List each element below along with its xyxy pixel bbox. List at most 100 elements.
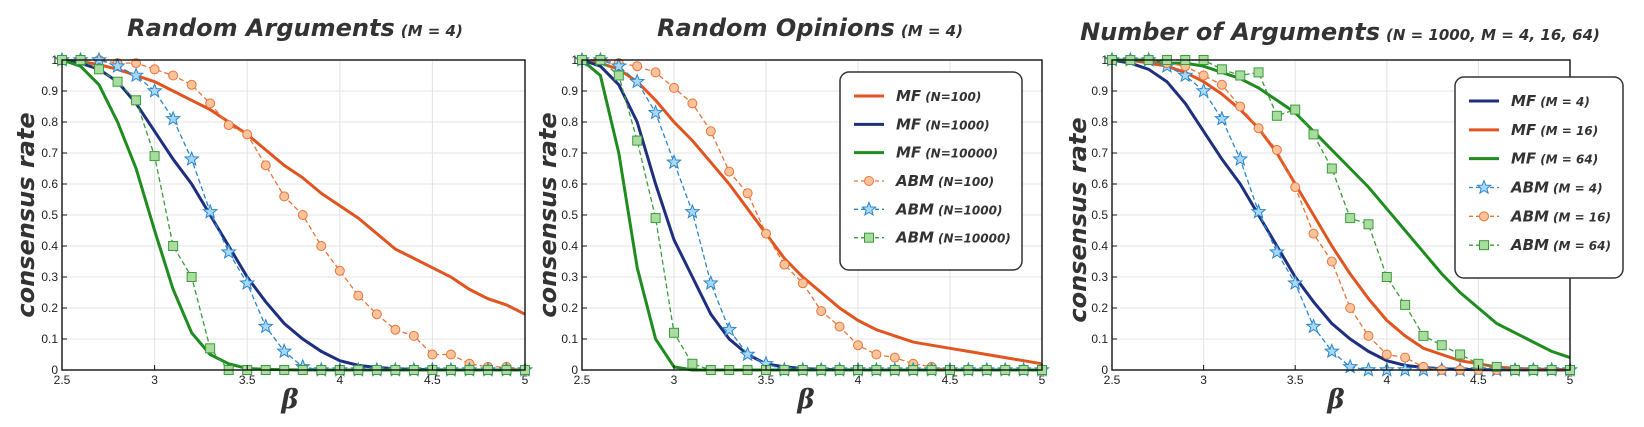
chart-panel-2: 2.5 3 3.5 4 4.5 5 0 0.1 0.2 0.3 0.4 0.5 0.6 0.7 0.8 0.9… — [534, 14, 1050, 415]
legend-label: ABM (M = 16) — [1510, 207, 1611, 225]
data-point — [165, 110, 182, 126]
legend-swatch-marker — [861, 200, 877, 217]
data-point — [239, 274, 256, 290]
data-point — [816, 306, 827, 317]
legend-entry-2: MF (N=1000) — [854, 115, 990, 133]
data-point — [149, 64, 160, 75]
data-point — [260, 160, 271, 171]
data-point — [629, 73, 646, 89]
x-axis-label: β — [280, 385, 298, 415]
legend-label: ABM (N=1000) — [895, 200, 1002, 218]
legend-label-main: ABM — [895, 229, 934, 247]
chart-title-main: Random Arguments — [127, 14, 395, 42]
legend-box — [1454, 76, 1624, 279]
data-point — [1308, 129, 1319, 140]
y-tick-label: 0 — [571, 363, 578, 377]
x-tick-label: 5 — [522, 373, 529, 387]
y-tick-label: 0.1 — [561, 332, 578, 346]
y-tick-label: 1 — [1101, 53, 1108, 67]
data-point — [112, 76, 123, 87]
legend-entry-6: ABM (N=10000) — [854, 229, 1011, 247]
legend-entry-4: ABM (M = 4) — [1469, 179, 1603, 197]
x-tick-label: 3 — [1200, 373, 1207, 387]
chart-subtitle: (M = 4) — [401, 22, 463, 40]
y-tick-label: 0.5 — [1091, 208, 1108, 222]
data-point — [1418, 330, 1429, 341]
data-point — [632, 135, 643, 146]
legend-entry-1: MF (N=100) — [854, 87, 981, 105]
legend-swatch-marker — [1479, 211, 1489, 222]
legend-label-main: ABM — [895, 200, 934, 218]
x-tick-label: 4.5 — [942, 373, 959, 387]
y-tick-label: 0.7 — [561, 146, 578, 160]
data-point — [1323, 343, 1340, 359]
data-point — [1345, 213, 1356, 224]
data-point — [702, 274, 719, 290]
x-tick-label: 4 — [855, 373, 862, 387]
data-point — [871, 349, 882, 360]
data-point — [687, 98, 698, 109]
legend-label: MF (N=10000) — [896, 144, 998, 162]
x-tick-label: 3 — [151, 373, 158, 387]
data-point — [257, 318, 274, 334]
data-point — [1305, 318, 1322, 334]
data-point — [128, 67, 145, 83]
data-point — [1271, 110, 1282, 121]
x-tick-label: 3.5 — [758, 373, 775, 387]
data-point — [1268, 243, 1285, 259]
legend: MF (N=100)MF (N=1000)MF (N=10000)ABM (N=100)… — [839, 71, 1023, 271]
chart-panel-1: 2.5 3 3.5 4 4.5 5 0 0.1 0.2 0.3 0.4 0.5 0.6 0.7 0.8 0.9… — [12, 14, 533, 415]
y-tick-label: 0.3 — [1091, 270, 1108, 284]
data-point — [186, 79, 197, 90]
data-point — [1232, 150, 1249, 166]
data-point — [1418, 361, 1429, 372]
data-point — [334, 265, 345, 276]
y-axis-label: consensus rate — [534, 112, 562, 317]
data-point — [276, 343, 293, 359]
chart-title: Random Opinions (M = 4) — [657, 14, 963, 42]
data-point — [889, 352, 900, 363]
data-point — [1400, 299, 1411, 310]
data-point — [1455, 349, 1466, 360]
x-tick-label: 3.5 — [239, 373, 256, 387]
x-tick-label: 5 — [1567, 373, 1574, 387]
legend-label-main: ABM — [1510, 236, 1549, 254]
data-point — [613, 70, 624, 81]
chart-subtitle: (N = 1000, M = 4, 16, 64) — [1386, 26, 1600, 44]
legend-label-main: ABM — [1510, 207, 1549, 225]
data-point — [834, 321, 845, 332]
data-point — [632, 61, 643, 72]
y-tick-label: 0.4 — [41, 239, 58, 253]
data-point — [220, 243, 237, 259]
data-point — [1326, 256, 1337, 267]
legend-label-main: ABM — [1510, 179, 1549, 197]
data-point — [1308, 228, 1319, 239]
data-point — [1271, 144, 1282, 155]
legend-label-sub: (M = 64) — [1540, 153, 1598, 167]
legend-label: ABM (N=10000) — [895, 229, 1011, 247]
series-line-1 — [581, 58, 1043, 366]
chart-title-main: Number of Arguments — [1080, 18, 1380, 46]
x-tick-label: 4.5 — [1470, 373, 1487, 387]
data-point — [1345, 303, 1356, 313]
data-point — [390, 324, 401, 335]
data-point — [316, 241, 327, 251]
x-tick-label: 2.5 — [1104, 373, 1121, 387]
legend-label-sub: (N=1000) — [938, 203, 1002, 217]
legend-label: ABM (M = 64) — [1510, 236, 1611, 254]
legend-label: MF (N=1000) — [896, 115, 990, 133]
data-point — [687, 358, 698, 369]
x-tick-label: 2.5 — [574, 373, 591, 387]
data-point — [131, 95, 142, 106]
data-point — [650, 67, 661, 78]
legend-entry-5: ABM (N=1000) — [854, 200, 1002, 218]
data-point — [186, 272, 197, 282]
y-tick-label: 0 — [51, 363, 58, 377]
data-point — [279, 191, 290, 202]
legend-label-sub: (N=100) — [925, 90, 981, 104]
data-point — [1198, 70, 1209, 81]
data-point — [724, 166, 735, 177]
legend-label-main: MF — [896, 87, 922, 105]
data-point — [1235, 101, 1246, 112]
